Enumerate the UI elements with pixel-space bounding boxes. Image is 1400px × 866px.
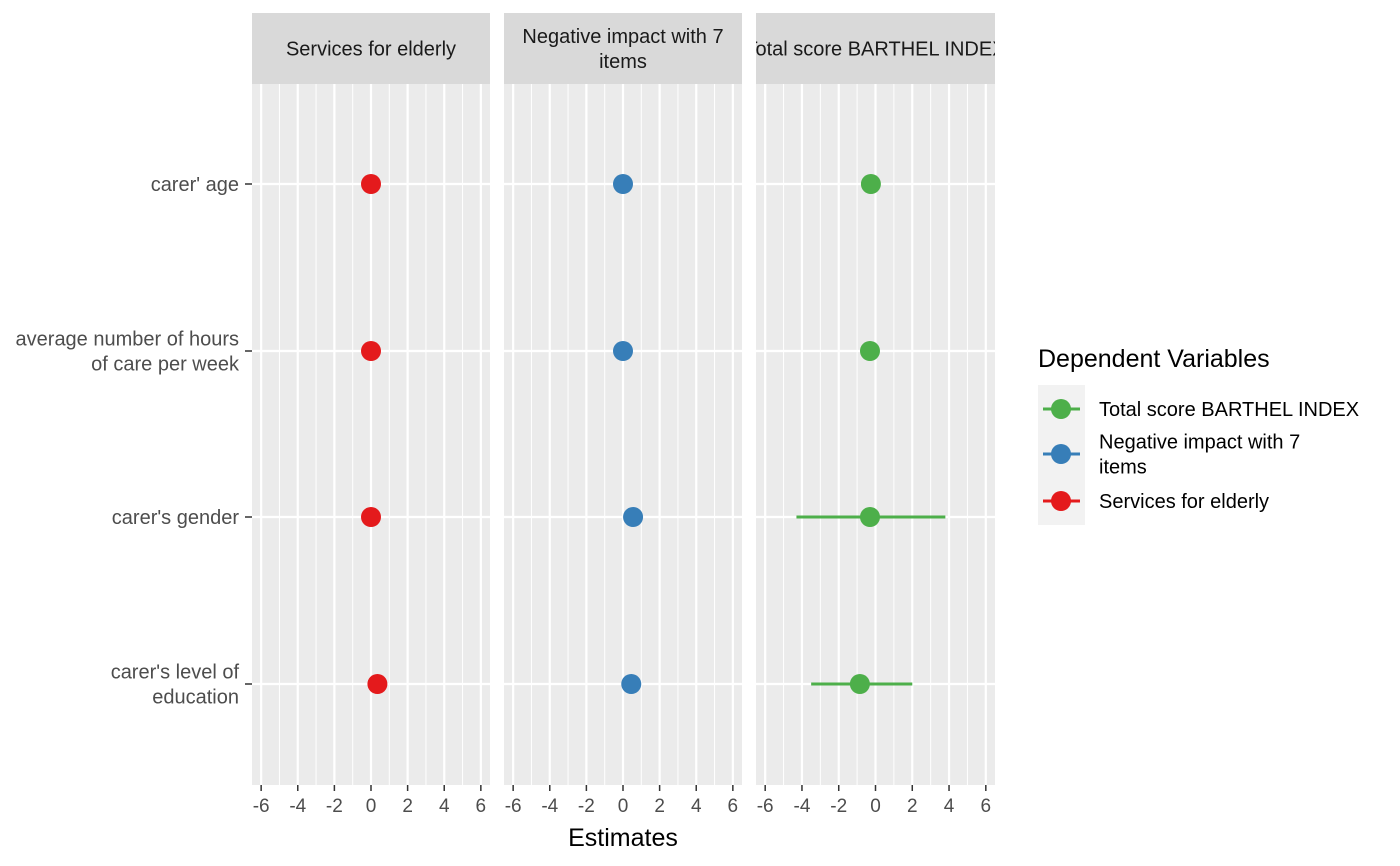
x-tick-label: 4 bbox=[691, 796, 702, 817]
legend-label: Services for elderly bbox=[1099, 491, 1269, 513]
x-tick-label: 0 bbox=[618, 796, 629, 817]
estimate-point bbox=[621, 674, 642, 694]
legend-key-point bbox=[1051, 444, 1071, 464]
facet-1: Services for elderly -6 -4 -2 0 2 4 6 bbox=[252, 13, 490, 817]
x-tick-label: 2 bbox=[907, 796, 918, 817]
x-tick-label: -2 bbox=[830, 796, 847, 817]
y-tick-label: of care per week bbox=[91, 354, 240, 376]
legend-entry: Negative impact with 7 items bbox=[1043, 432, 1300, 479]
x-tick-label: -6 bbox=[253, 796, 270, 817]
facet-strip-text: Total score BARTHEL INDEX bbox=[745, 39, 1005, 61]
x-tick-label: 6 bbox=[981, 796, 992, 817]
x-tick-label: 2 bbox=[402, 796, 413, 817]
y-tick-label: average number of hours bbox=[16, 329, 239, 351]
estimate-point bbox=[860, 174, 881, 194]
estimate-point bbox=[859, 507, 880, 527]
estimate-point bbox=[361, 341, 381, 361]
legend-label: items bbox=[1099, 457, 1147, 479]
estimate-point bbox=[613, 174, 633, 194]
estimate-point bbox=[361, 174, 381, 194]
x-tick-label: -4 bbox=[794, 796, 811, 817]
facet-strip bbox=[504, 13, 742, 84]
x-tick-label: 4 bbox=[944, 796, 955, 817]
legend: Dependent Variables Total score BARTHEL I… bbox=[1038, 345, 1359, 525]
x-tick-label: 6 bbox=[728, 796, 739, 817]
facet-strip bbox=[252, 13, 490, 84]
x-tick-label: -4 bbox=[289, 796, 306, 817]
legend-key-point bbox=[1051, 399, 1071, 419]
estimate-point bbox=[367, 674, 388, 694]
y-axis: carer' age average number of hours of care… bbox=[16, 174, 252, 709]
estimate-point bbox=[361, 507, 381, 527]
x-tick-label: 0 bbox=[870, 796, 881, 817]
facet-strip-label: Negative impact with 7 items bbox=[522, 26, 723, 73]
x-axis-title: Estimates bbox=[568, 824, 678, 852]
legend-entry: Services for elderly bbox=[1043, 491, 1269, 513]
y-tick-label: education bbox=[152, 687, 239, 709]
x-tick-label: -4 bbox=[541, 796, 558, 817]
y-tick-label: carer's gender bbox=[112, 507, 240, 529]
x-tick-label: -6 bbox=[757, 796, 774, 817]
estimate-point bbox=[613, 341, 633, 361]
legend-label: Negative impact with 7 bbox=[1099, 432, 1300, 454]
facet-strip-text: Negative impact with 7 bbox=[522, 26, 723, 48]
facet-strip-text: items bbox=[599, 51, 647, 73]
x-tick-label: 2 bbox=[654, 796, 665, 817]
x-tick-label: 4 bbox=[439, 796, 450, 817]
estimate-point bbox=[859, 341, 880, 361]
x-tick-label: 0 bbox=[366, 796, 377, 817]
x-tick-label: 6 bbox=[476, 796, 487, 817]
estimate-point bbox=[623, 507, 644, 527]
x-tick-label: -2 bbox=[578, 796, 595, 817]
y-tick-label: carer's level of bbox=[111, 662, 240, 684]
facet-strip-label: Total score BARTHEL INDEX bbox=[745, 39, 1005, 61]
y-tick-label: carer' age bbox=[151, 174, 239, 196]
facet-strip bbox=[756, 13, 995, 84]
legend-title: Dependent Variables bbox=[1038, 345, 1270, 373]
facet-strip-label: Services for elderly bbox=[286, 39, 456, 61]
estimate-point bbox=[849, 674, 870, 694]
legend-label: Total score BARTHEL INDEX bbox=[1099, 399, 1359, 421]
x-tick-label: -6 bbox=[505, 796, 522, 817]
legend-entry: Total score BARTHEL INDEX bbox=[1043, 399, 1359, 421]
x-tick-label: -2 bbox=[326, 796, 343, 817]
facet-strip-text: Services for elderly bbox=[286, 39, 456, 61]
facet-2: Negative impact with 7 items -6 -4 -2 0 2 4 6 bbox=[504, 13, 742, 817]
legend-key-point bbox=[1051, 491, 1071, 511]
facet-3: Total score BARTHEL INDEX -6 -4 -2 0 2 4 6 bbox=[745, 13, 1005, 817]
